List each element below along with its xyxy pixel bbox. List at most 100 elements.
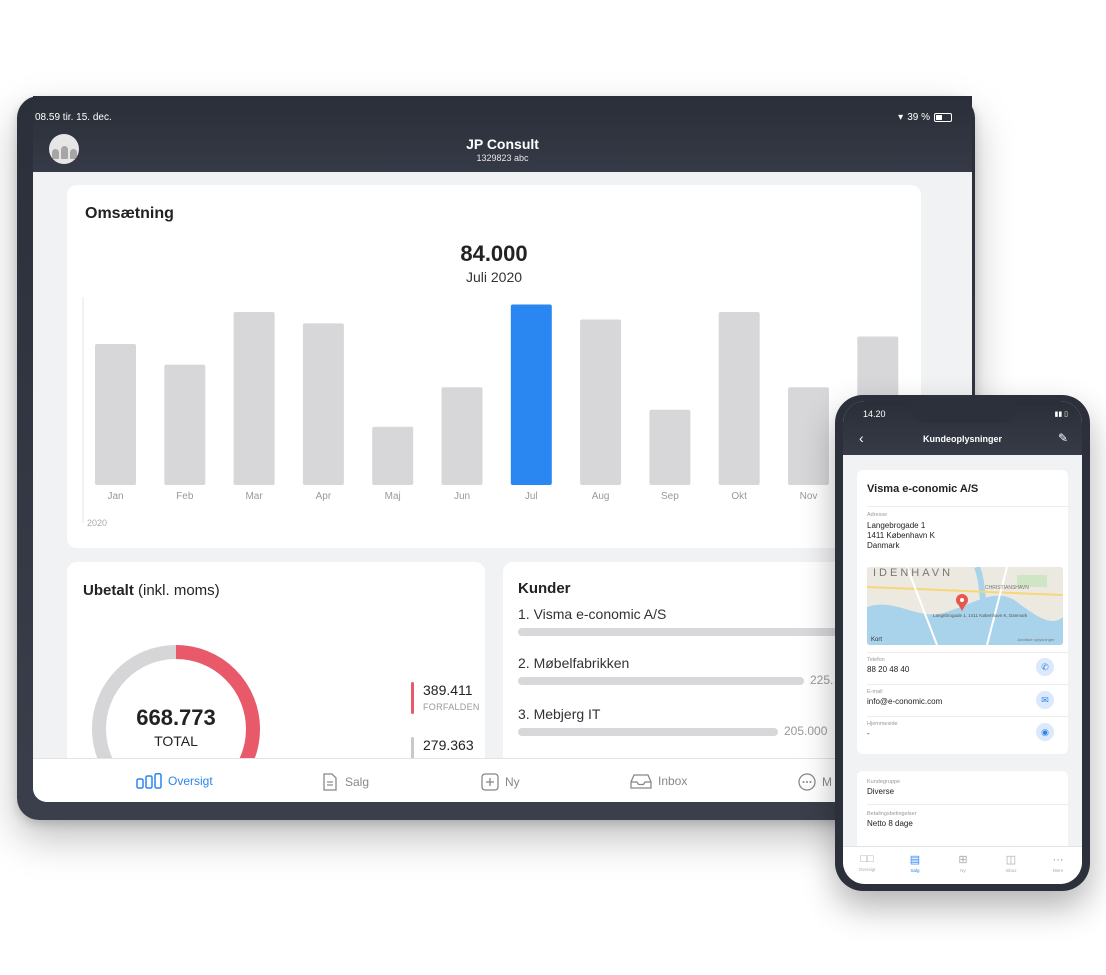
phone-label: Telefon: [867, 657, 885, 663]
unpaid-donut-chart: [92, 645, 260, 802]
divider: [867, 684, 1068, 685]
revenue-bar-mar[interactable]: [233, 312, 275, 485]
revenue-bar-sep[interactable]: [649, 409, 691, 485]
email-envelope-icon[interactable]: ✉: [1036, 691, 1054, 709]
maps-logo: Kort: [871, 637, 882, 643]
month-tick-label: Okt: [731, 491, 747, 502]
unpaid-title-bold: Ubetalt: [83, 582, 134, 599]
inbox-icon: [630, 774, 652, 789]
unpaid-total-value: 668.773: [136, 705, 216, 730]
website-value: -: [867, 729, 870, 738]
revenue-bar-maj[interactable]: [372, 426, 414, 485]
revenue-title: Omsætning: [85, 205, 174, 222]
revenue-bar-jul[interactable]: [510, 304, 552, 485]
divider: [867, 506, 1068, 507]
tablet-screen: 08.59 tir. 15. dec. ▾ 39 % JP Consult 13…: [33, 96, 972, 802]
divider: [867, 716, 1068, 717]
email-value: info@e-conomic.com: [867, 697, 943, 706]
app-header: 08.59 tir. 15. dec. ▾ 39 % JP Consult 13…: [33, 96, 972, 172]
month-tick-label: Nov: [800, 491, 818, 502]
phone-title: Kundeoplysninger: [922, 434, 1002, 444]
back-chevron-icon[interactable]: ‹: [859, 430, 864, 446]
overdue-value: 389.411: [423, 682, 473, 698]
address-line: Langebrogade 1: [867, 521, 926, 530]
revenue-card: Omsætning 84.000 Juli 2020 Jan Feb Mar Apr M…: [67, 185, 921, 548]
unpaid-title-rest: (inkl. moms): [133, 582, 220, 599]
globe-icon[interactable]: ◉: [1036, 723, 1054, 741]
other-value: 279.363: [423, 737, 474, 753]
chart-year-label: 2020: [87, 518, 108, 528]
tablet-device: 08.59 tir. 15. dec. ▾ 39 % JP Consult 13…: [17, 96, 975, 820]
map-legal: Juridiske oplysninger: [1017, 637, 1055, 642]
plus-icon: [481, 773, 499, 791]
revenue-bar-feb[interactable]: [164, 364, 206, 485]
revenue-chart[interactable]: JanFebMarAprMajJunJulAugSepOktNovDec: [81, 297, 913, 527]
tab-oversigt[interactable]: Oversigt: [136, 773, 213, 789]
customer-company-name: Visma e-conomic A/S: [867, 483, 979, 495]
phone-device: 14.20 ▮▮ ▯ ‹ Kundeoplysninger ✎ Visma e-…: [835, 395, 1090, 891]
tab-label: Ny: [505, 775, 520, 789]
unpaid-total-label: TOTAL: [154, 733, 198, 749]
revenue-bar-nov[interactable]: [788, 387, 829, 485]
phone-tab-oversigt[interactable]: □□ Oversigt: [847, 853, 887, 872]
edit-pencil-icon[interactable]: ✎: [1057, 431, 1068, 445]
selected-value: 84.000: [460, 241, 528, 266]
overdue-label: FORFALDEN: [423, 702, 480, 712]
map-pin-label: Langebrogade 1, 1411 København K, Danmar…: [933, 613, 1028, 618]
legend-other-marker: [411, 737, 414, 769]
phone-tab-inbox[interactable]: ◫ Inbox: [991, 853, 1031, 873]
status-right: ▾ 39 %: [898, 112, 952, 123]
legend-overdue-marker: [411, 682, 414, 714]
email-label: E-mail: [867, 689, 883, 695]
divider: [867, 804, 1068, 805]
tab-mere[interactable]: M: [798, 773, 832, 791]
phone-tab-mere[interactable]: ⋯ Mere: [1038, 853, 1078, 873]
phone-tab-bar: □□ Oversigt ▤ Salg ⊞ Ny ◫ Inbox ⋯ Mere: [843, 846, 1082, 884]
month-tick-label: Feb: [176, 491, 194, 502]
customer-group-card: Kundegruppe Diverse Betalingsbetingelser…: [857, 771, 1068, 851]
map-graphic: IDENHAVN CHRISTIANSHAVN Langebrogade 1, …: [867, 567, 1063, 645]
tab-inbox[interactable]: Inbox: [630, 773, 687, 789]
customer-details-card: Visma e-conomic A/S Adresse Langebrogade…: [857, 470, 1068, 754]
month-tick-label: Apr: [316, 491, 332, 502]
customer-bar: [518, 677, 804, 685]
tab-ny[interactable]: Ny: [481, 773, 520, 791]
customer-name: 3. Mebjerg IT: [518, 706, 601, 722]
more-icon: ⋯: [1052, 854, 1064, 866]
call-phone-icon[interactable]: ✆: [1036, 658, 1054, 676]
month-tick-label: Jan: [107, 491, 123, 502]
phone-screen: 14.20 ▮▮ ▯ ‹ Kundeoplysninger ✎ Visma e-…: [843, 401, 1082, 884]
revenue-bar-okt[interactable]: [718, 312, 760, 485]
avatar[interactable]: [49, 134, 79, 164]
tab-bar: Oversigt Salg Ny: [33, 758, 972, 802]
revenue-bar-aug[interactable]: [580, 319, 622, 485]
group-value: Diverse: [867, 787, 895, 796]
battery-percent: 39 %: [907, 112, 930, 123]
address-label: Adresse: [867, 512, 888, 518]
wifi-icon: ▾: [898, 112, 904, 123]
tab-salg[interactable]: Salg: [321, 773, 369, 791]
phone-tab-ny[interactable]: ⊞ Ny: [943, 853, 983, 873]
month-tick-label: Jul: [525, 491, 538, 502]
phone-value: 88 20 48 40: [867, 665, 910, 674]
phone-notch: [911, 401, 1015, 423]
divider: [867, 652, 1068, 653]
revenue-bar-jun[interactable]: [441, 387, 483, 485]
customer-amount: 225.: [810, 673, 834, 687]
status-time: 08.59 tir. 15. dec.: [35, 112, 112, 123]
map-city-label: IDENHAVN: [873, 567, 953, 579]
company-title: JP Consult: [466, 136, 539, 152]
customers-title: Kunder: [518, 580, 571, 597]
phone-tab-label: Mere: [1052, 868, 1064, 873]
customer-amount: 205.000: [784, 724, 828, 738]
phone-header: 14.20 ▮▮ ▯ ‹ Kundeoplysninger ✎: [843, 401, 1082, 455]
revenue-bar-jan[interactable]: [95, 344, 136, 485]
revenue-bar-apr[interactable]: [302, 323, 344, 485]
phone-tab-label: Salg: [910, 868, 920, 873]
address-map[interactable]: IDENHAVN CHRISTIANSHAVN Langebrogade 1, …: [867, 567, 1063, 645]
phone-tab-salg[interactable]: ▤ Salg: [895, 853, 935, 873]
phone-battery-icon: ▮▮ ▯: [1054, 411, 1068, 418]
document-icon: ▤: [909, 854, 921, 866]
month-tick-label: Sep: [661, 491, 679, 502]
